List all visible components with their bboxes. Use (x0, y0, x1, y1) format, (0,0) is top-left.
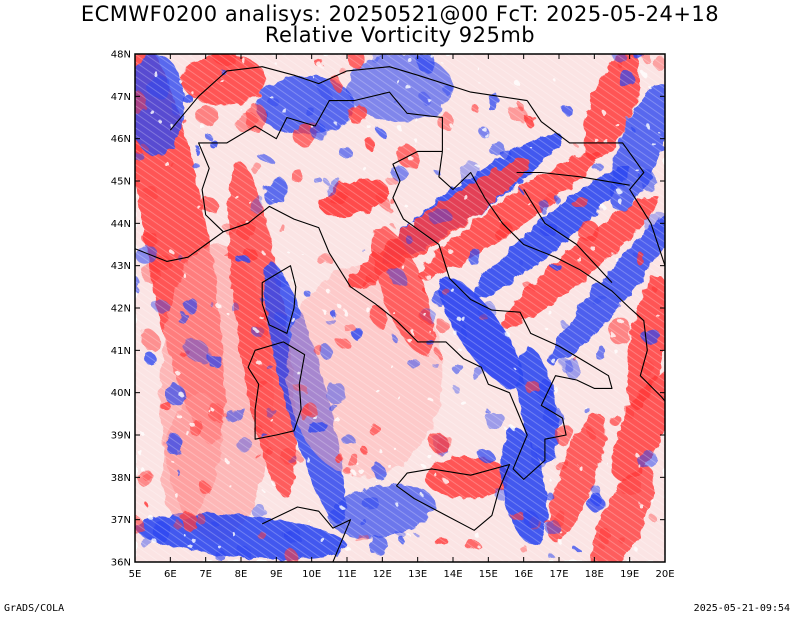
y-tick-label: 36N (111, 558, 131, 569)
y-tick-label: 42N (111, 304, 131, 315)
footer-software-credit: GrADS/COLA (4, 603, 65, 614)
x-tick-label: 6E (164, 569, 177, 580)
x-tick-label: 19E (620, 569, 639, 580)
x-tick-label: 18E (585, 569, 604, 580)
x-tick-label: 14E (443, 569, 462, 580)
x-tick-label: 9E (270, 569, 283, 580)
x-tick-label: 11E (337, 569, 356, 580)
axis-ticks (134, 53, 666, 563)
x-axis-labels: 5E 6E 7E 8E 9E 10E 11E 12E 13E 14E 15E 16E 17E 18E 19E… (129, 569, 675, 580)
y-tick-label: 38N (111, 473, 131, 484)
y-tick-label: 40N (111, 388, 131, 399)
x-tick-label: 16E (514, 569, 533, 580)
coastline-borders (135, 66, 665, 562)
footer-timestamp: 2025-05-21-09:54 (693, 603, 790, 614)
x-tick-label: 13E (408, 569, 427, 580)
y-tick-label: 48N (111, 50, 131, 61)
y-tick-label: 43N (111, 261, 131, 272)
vorticity-field (135, 54, 665, 562)
x-tick-label: 10E (302, 569, 321, 580)
y-tick-label: 37N (111, 515, 131, 526)
x-tick-label: 7E (199, 569, 212, 580)
x-tick-label: 8E (235, 569, 248, 580)
y-tick-label: 45N (111, 177, 131, 188)
y-tick-label: 44N (111, 219, 131, 230)
y-tick-label: 47N (111, 92, 131, 103)
y-tick-label: 46N (111, 134, 131, 145)
x-tick-label: 20E (655, 569, 674, 580)
map-subtitle: Relative Vorticity 925mb (264, 23, 536, 47)
x-tick-label: 5E (129, 569, 142, 580)
y-tick-label: 39N (111, 431, 131, 442)
y-tick-label: 41N (111, 346, 131, 357)
map-title: ECMWF0200 analisys: 20250521@00 FcT: 202… (80, 2, 720, 26)
x-tick-label: 12E (373, 569, 392, 580)
x-tick-label: 17E (549, 569, 568, 580)
x-tick-label: 15E (479, 569, 498, 580)
y-axis-labels: 48N 47N 46N 45N 44N 43N 42N 41N 40N 39N 38N 37N 36N (111, 50, 131, 569)
